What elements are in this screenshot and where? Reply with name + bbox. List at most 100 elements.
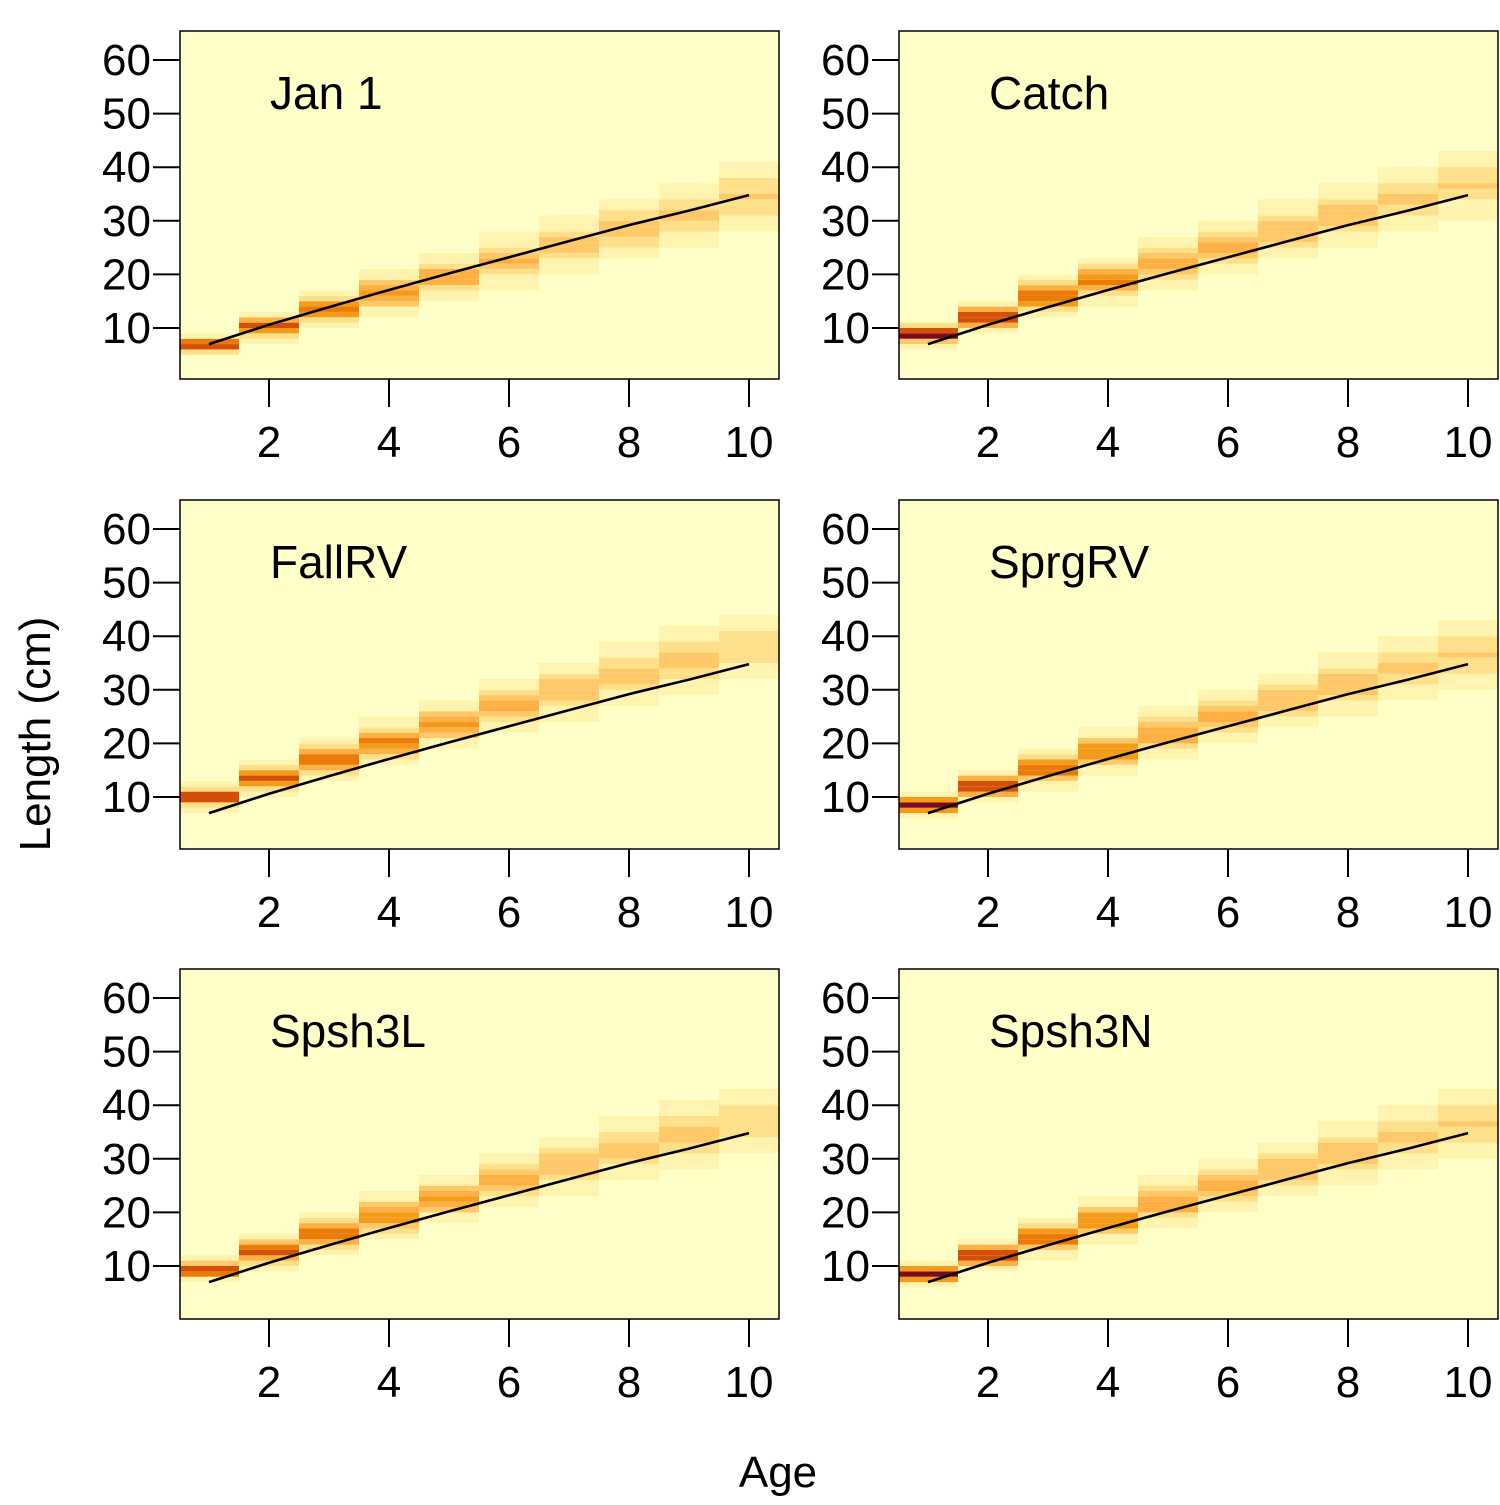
heat-cell bbox=[899, 1282, 958, 1288]
heat-cell bbox=[1198, 738, 1258, 744]
heat-cell bbox=[479, 689, 539, 696]
heat-cell bbox=[659, 684, 719, 690]
heat-cell bbox=[1318, 657, 1378, 663]
heat-cell bbox=[539, 1142, 599, 1149]
heat-cell bbox=[539, 711, 599, 717]
heat-cell bbox=[659, 1142, 719, 1149]
heat-cell bbox=[1018, 295, 1078, 302]
heat-cell bbox=[1378, 689, 1438, 696]
heat-cell bbox=[1378, 1132, 1438, 1138]
heat-cell bbox=[479, 711, 539, 717]
heat-cell bbox=[1438, 194, 1498, 200]
heat-cell bbox=[1378, 226, 1438, 232]
heat-cell bbox=[359, 716, 419, 722]
heat-cell bbox=[659, 188, 719, 194]
heat-cell bbox=[299, 748, 359, 755]
heat-cell bbox=[1198, 689, 1258, 696]
heat-cell bbox=[659, 668, 719, 674]
heat-cell bbox=[719, 1137, 779, 1143]
heat-cell bbox=[1018, 759, 1078, 765]
heat-cell bbox=[539, 252, 599, 259]
heat-cell bbox=[359, 1233, 419, 1240]
heat-cell bbox=[419, 700, 479, 706]
heat-cell bbox=[659, 226, 719, 232]
heat-cell bbox=[359, 743, 419, 749]
heat-cell bbox=[719, 194, 779, 200]
y-tick-label: 20 bbox=[821, 1188, 870, 1237]
heat-cell bbox=[1438, 636, 1498, 642]
heat-cell bbox=[1078, 1207, 1138, 1213]
heat-cell bbox=[719, 1142, 779, 1149]
growth-curve-line bbox=[208, 1131, 750, 1284]
heat-cell bbox=[180, 349, 239, 355]
heat-cell bbox=[599, 652, 659, 658]
heat-cell bbox=[719, 172, 779, 178]
heat-cell bbox=[599, 673, 659, 680]
heat-cell bbox=[599, 679, 659, 685]
heat-cell bbox=[659, 657, 719, 663]
heat-cell bbox=[539, 1153, 599, 1159]
heat-cell bbox=[1318, 236, 1378, 243]
heat-cell bbox=[1138, 242, 1198, 248]
heat-cell bbox=[1318, 1174, 1378, 1181]
heat-cell bbox=[299, 317, 359, 323]
heat-cell bbox=[1438, 630, 1498, 637]
heat-cell bbox=[1138, 716, 1198, 722]
y-tick-label: 20 bbox=[102, 719, 151, 768]
y-tick-label: 60 bbox=[102, 36, 151, 85]
heat-cell bbox=[1318, 1158, 1378, 1165]
heat-cell bbox=[1438, 1110, 1498, 1116]
heat-cell bbox=[1258, 1180, 1318, 1186]
heat-cell bbox=[599, 1121, 659, 1127]
heat-cell bbox=[1438, 663, 1498, 669]
y-tick-label: 50 bbox=[102, 559, 151, 608]
heat-cell bbox=[539, 1158, 599, 1165]
y-tick-label: 30 bbox=[102, 666, 151, 715]
heat-cell bbox=[1138, 279, 1198, 286]
x-tick-label: 10 bbox=[725, 1358, 774, 1407]
heat-cell bbox=[1438, 204, 1498, 211]
heat-cell bbox=[359, 290, 419, 296]
heat-cell bbox=[1318, 204, 1378, 211]
heat-cell bbox=[659, 1164, 719, 1170]
heat-cell bbox=[719, 673, 779, 680]
heat-cell bbox=[599, 668, 659, 674]
y-tick-label: 60 bbox=[821, 36, 870, 85]
heat-cell bbox=[1018, 1223, 1078, 1229]
heat-cell bbox=[419, 1185, 479, 1191]
heat-cell bbox=[1318, 1137, 1378, 1143]
heat-cell bbox=[1198, 727, 1258, 733]
heat-cell bbox=[299, 754, 359, 760]
heat-cell bbox=[1318, 1169, 1378, 1175]
heat-cell bbox=[539, 1137, 599, 1143]
heat-cell bbox=[1258, 1142, 1318, 1149]
heat-cell bbox=[1198, 242, 1258, 248]
heat-cells bbox=[899, 151, 1498, 350]
heat-cell bbox=[719, 630, 779, 637]
heat-cell bbox=[479, 252, 539, 259]
heat-cell bbox=[1198, 231, 1258, 237]
heat-cell bbox=[659, 679, 719, 685]
heat-cell bbox=[359, 727, 419, 733]
heat-cell bbox=[539, 1148, 599, 1154]
heat-cell bbox=[180, 807, 239, 814]
heat-cell bbox=[419, 1207, 479, 1213]
x-tick-label: 4 bbox=[1096, 1358, 1120, 1407]
heat-cell bbox=[299, 1212, 359, 1218]
heat-cell bbox=[899, 791, 958, 797]
heat-cell bbox=[1018, 274, 1078, 280]
heat-cell bbox=[659, 1099, 719, 1106]
heat-cell bbox=[1318, 183, 1378, 189]
heat-cell bbox=[419, 1217, 479, 1224]
heat-cell bbox=[1078, 764, 1138, 771]
heat-cell bbox=[479, 269, 539, 275]
heat-cell bbox=[1438, 188, 1498, 194]
y-tick-label: 60 bbox=[102, 505, 151, 554]
plot-frame bbox=[898, 30, 1499, 380]
heat-cell bbox=[479, 258, 539, 264]
heat-cell bbox=[539, 673, 599, 680]
heat-cell bbox=[1258, 1148, 1318, 1154]
heat-cell bbox=[539, 215, 599, 221]
